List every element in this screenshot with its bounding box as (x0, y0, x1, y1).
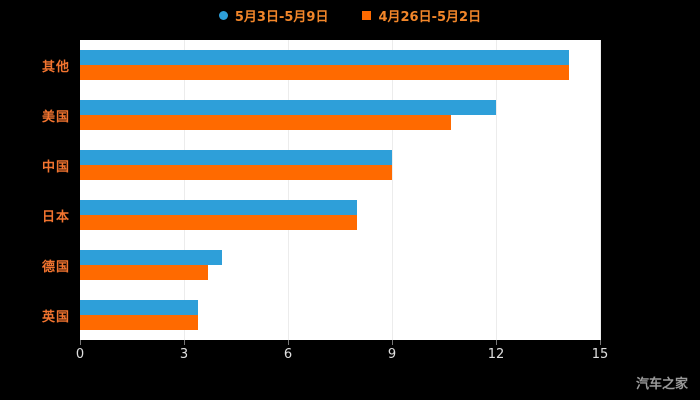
legend-label-series1: 5月3日-5月9日 (234, 10, 329, 25)
gridline (288, 40, 289, 340)
bar-series1[interactable] (80, 100, 496, 115)
x-axis-tick-mark (288, 340, 289, 345)
x-axis-tick-mark (600, 340, 601, 345)
x-axis-tick-label: 3 (179, 347, 189, 362)
y-axis-label: 德国 (42, 259, 71, 275)
bar-group (80, 190, 600, 240)
x-axis: 0 3 6 9 12 15 (76, 340, 608, 364)
bar-series2[interactable] (80, 115, 451, 130)
bar-series2[interactable] (80, 265, 209, 280)
legend: 5月3日-5月9日 4月26日-5月2日 (0, 6, 700, 25)
legend-item-series1[interactable]: 5月3日-5月9日 (218, 6, 329, 25)
y-axis-label: 日本 (42, 209, 71, 225)
bar-group (80, 240, 600, 290)
x-axis-tick-mark (80, 340, 81, 345)
x-axis-tick-label: 9 (387, 347, 397, 362)
gridline (392, 40, 393, 340)
legend-item-series2[interactable]: 4月26日-5月2日 (362, 6, 481, 25)
y-axis-label: 其他 (42, 59, 71, 75)
bar-series2[interactable] (80, 165, 392, 180)
bar-series1[interactable] (80, 250, 223, 265)
x-axis-tick-label: 0 (75, 347, 85, 362)
bar-series1[interactable] (80, 300, 198, 315)
y-axis-label: 英国 (42, 309, 71, 325)
legend-label-series2: 4月26日-5月2日 (378, 10, 482, 25)
bar-series2[interactable] (80, 315, 198, 330)
y-axis-labels: 其他美国中国日本德国英国 (42, 40, 78, 340)
x-axis-tick-mark (392, 340, 393, 345)
gridline (184, 40, 185, 340)
bar-series1[interactable] (80, 150, 392, 165)
bar-group (80, 140, 600, 190)
x-axis-tick-mark (496, 340, 497, 345)
bar-series1[interactable] (80, 50, 569, 65)
bar-series2[interactable] (80, 65, 569, 80)
x-axis-tick-label: 12 (487, 347, 505, 362)
gridline (496, 40, 497, 340)
bar-series2[interactable] (80, 215, 358, 230)
plot-area (80, 40, 601, 340)
series1-dot-icon (218, 11, 228, 20)
y-axis-label: 美国 (42, 109, 71, 125)
gridline (600, 40, 601, 340)
bar-group (80, 40, 600, 90)
watermark: 汽车之家 (635, 377, 688, 392)
series2-square-icon (362, 11, 372, 20)
x-axis-tick-label: 6 (283, 347, 293, 362)
bar-group (80, 90, 600, 140)
y-axis-label: 中国 (42, 159, 71, 175)
bar-group (80, 290, 600, 340)
bar-series1[interactable] (80, 200, 358, 215)
x-axis-tick-mark (184, 340, 185, 345)
x-axis-tick-label: 15 (591, 347, 609, 362)
